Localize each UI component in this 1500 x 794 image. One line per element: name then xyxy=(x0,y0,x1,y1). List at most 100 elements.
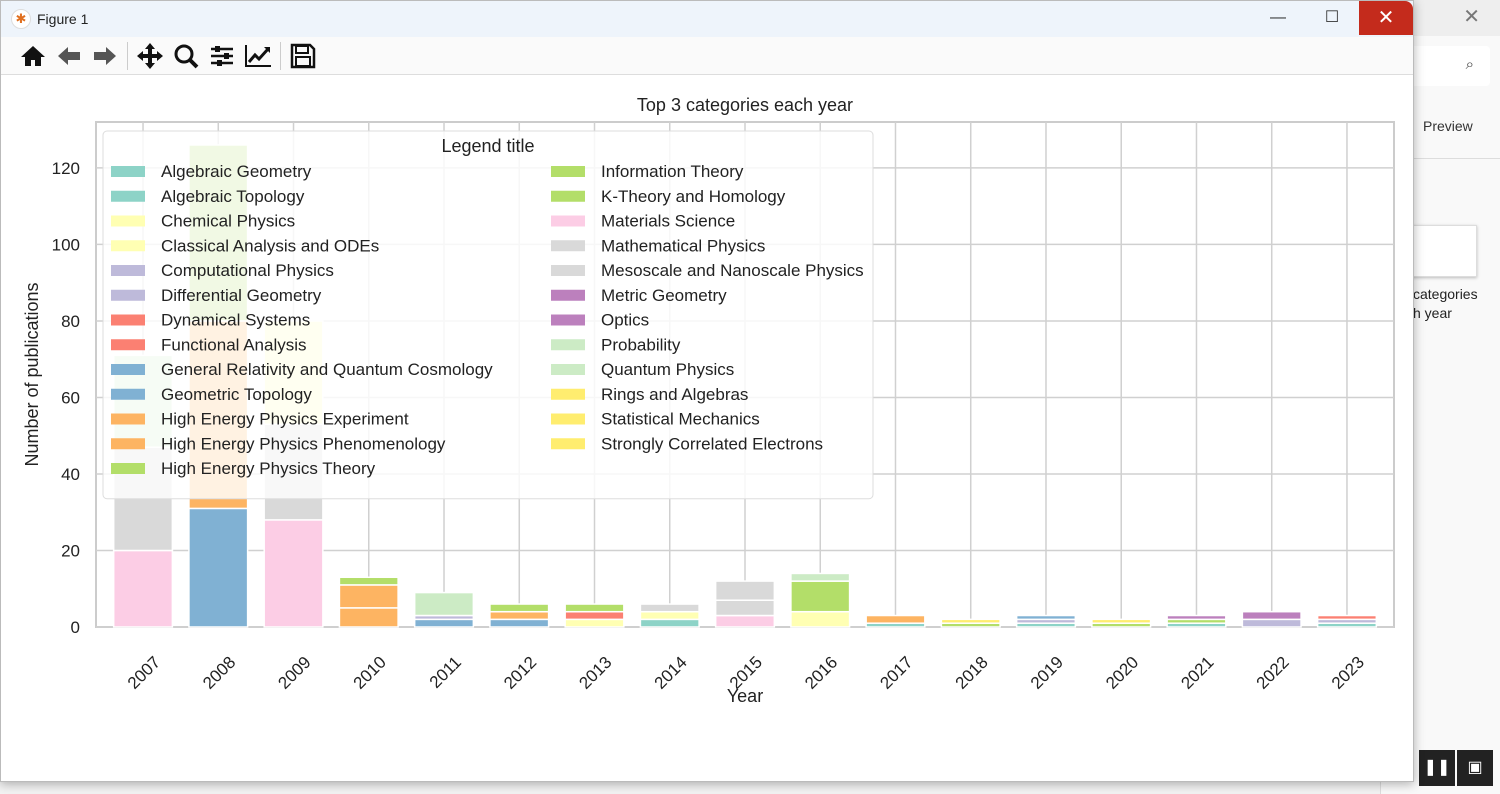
legend-swatch xyxy=(111,289,145,301)
legend-swatch xyxy=(111,339,145,351)
legend-swatch xyxy=(551,339,585,351)
bar-segment-2021 xyxy=(1166,614,1227,621)
legend-swatch xyxy=(551,289,585,301)
bar-segment-2023 xyxy=(1316,614,1378,621)
legend-swatch xyxy=(551,413,585,425)
legend-swatch xyxy=(111,438,145,450)
bar-segment-2022 xyxy=(1241,618,1302,628)
legend-swatch xyxy=(111,190,145,202)
x-tick-label: 2007 xyxy=(124,653,164,693)
configure-subplots-button[interactable] xyxy=(206,40,238,72)
legend-entry: Mesoscale and Nanoscale Physics xyxy=(601,261,864,280)
bar-segment-2015 xyxy=(714,614,776,628)
back-button[interactable] xyxy=(53,40,85,72)
legend-swatch xyxy=(551,364,585,375)
minimize-button[interactable]: — xyxy=(1270,9,1286,26)
bar-segment-2014 xyxy=(639,610,700,621)
chart-title: Top 3 categories each year xyxy=(637,95,853,115)
legend-entry: High Energy Physics Experiment xyxy=(161,410,409,429)
legend-entry: Probability xyxy=(601,335,681,354)
legend-swatch xyxy=(111,215,145,227)
bar-segment-2013 xyxy=(564,610,625,621)
legend-entry: Rings and Algebras xyxy=(601,385,748,404)
picture-icon[interactable]: ▣ xyxy=(1457,750,1493,786)
y-tick-label: 100 xyxy=(52,235,80,254)
bar-segment-2011 xyxy=(413,591,475,617)
y-tick-label: 60 xyxy=(61,388,80,407)
legend-entry: Strongly Correlated Electrons xyxy=(601,434,823,453)
bar-segment-2020 xyxy=(1091,618,1152,624)
x-tick-label: 2023 xyxy=(1328,653,1368,693)
title-bar: ✱ Figure 1 — ☐ ✕ xyxy=(1,1,1413,37)
x-tick-label: 2017 xyxy=(876,653,916,693)
bar-segment-2015 xyxy=(714,599,776,617)
y-tick-label: 80 xyxy=(61,312,80,331)
legend-entry: Algebraic Topology xyxy=(161,187,305,206)
bar-segment-2010 xyxy=(338,607,399,628)
pan-icon xyxy=(137,42,163,69)
bar-segment-2012 xyxy=(489,618,550,628)
legend-swatch xyxy=(551,314,585,326)
legend-entry: High Energy Physics Theory xyxy=(161,459,376,478)
background-search-box[interactable]: ⌕ xyxy=(1401,46,1490,86)
bar-segment-2015 xyxy=(714,580,776,601)
forward-button[interactable] xyxy=(89,40,121,72)
legend-entry: Optics xyxy=(601,311,649,330)
bar-segment-2007 xyxy=(112,549,174,628)
bar-segment-2011 xyxy=(413,618,475,628)
x-tick-label: 2016 xyxy=(801,653,841,693)
save-button[interactable] xyxy=(287,40,319,72)
legend-entry: Quantum Physics xyxy=(601,360,734,379)
back-arrow-icon xyxy=(58,46,80,65)
bar-segment-2019 xyxy=(1015,614,1077,621)
maximize-button[interactable]: ☐ xyxy=(1324,9,1340,26)
close-button[interactable]: ✕ xyxy=(1359,1,1413,35)
bar-segment-2010 xyxy=(338,576,399,586)
y-tick-label: 40 xyxy=(61,465,80,484)
x-tick-label: 2014 xyxy=(651,653,691,693)
forward-arrow-icon xyxy=(94,46,116,65)
figure-window: ✱ Figure 1 — ☐ ✕ 0 20 40 60 80 100 120 2007 2008… xyxy=(0,0,1414,782)
figure-canvas[interactable]: 0 20 40 60 80 100 120 2007 2008 2009 2010 2011 2012 2… xyxy=(1,76,1413,782)
legend-swatch xyxy=(111,388,145,400)
edit-axis-button[interactable] xyxy=(242,40,274,72)
preview-button[interactable]: Preview xyxy=(1423,118,1473,134)
x-tick-label: 2012 xyxy=(500,653,540,693)
legend-entry: Mathematical Physics xyxy=(601,236,765,255)
navigation-toolbar xyxy=(1,37,1413,75)
legend-entry: K-Theory and Homology xyxy=(601,187,786,206)
bar-segment-2016 xyxy=(790,580,851,613)
legend-entry: General Relativity and Quantum Cosmology xyxy=(161,360,493,379)
legend-swatch xyxy=(551,190,585,202)
legend-swatch xyxy=(551,438,585,450)
search-icon: ⌕ xyxy=(1465,56,1474,73)
y-tick-label: 120 xyxy=(52,159,80,178)
bar-segment-2013 xyxy=(564,618,625,628)
legend-entry: Classical Analysis and ODEs xyxy=(161,236,379,255)
x-tick-label: 2022 xyxy=(1253,653,1293,693)
pause-icon[interactable]: ❚❚ xyxy=(1419,750,1455,786)
file-thumbnail[interactable] xyxy=(1411,225,1477,277)
legend-entry: High Energy Physics Phenomenology xyxy=(161,434,446,453)
home-button[interactable] xyxy=(17,40,49,72)
bar-segment-2016 xyxy=(790,610,851,628)
x-tick-label: 2020 xyxy=(1102,653,1142,693)
x-tick-label: 2018 xyxy=(952,653,992,693)
bar-segment-2009 xyxy=(263,519,324,628)
zoom-button[interactable] xyxy=(170,40,202,72)
legend-swatch xyxy=(111,413,145,425)
legend-swatch xyxy=(551,388,585,400)
pan-button[interactable] xyxy=(134,40,166,72)
bar-segment-2010 xyxy=(338,584,399,609)
legend-swatch xyxy=(111,166,145,177)
x-tick-label: 2021 xyxy=(1177,653,1217,693)
bar-segment-2014 xyxy=(639,618,700,628)
bar-segment-2017 xyxy=(865,614,926,624)
legend-swatch xyxy=(111,265,145,276)
file-caption[interactable]: categories h year xyxy=(1413,286,1478,321)
legend-entry: Materials Science xyxy=(601,212,735,231)
legend-swatch xyxy=(551,215,585,227)
divider xyxy=(1381,158,1500,159)
background-close-button[interactable]: ✕ xyxy=(1463,6,1480,28)
x-tick-label: 2013 xyxy=(575,653,615,693)
